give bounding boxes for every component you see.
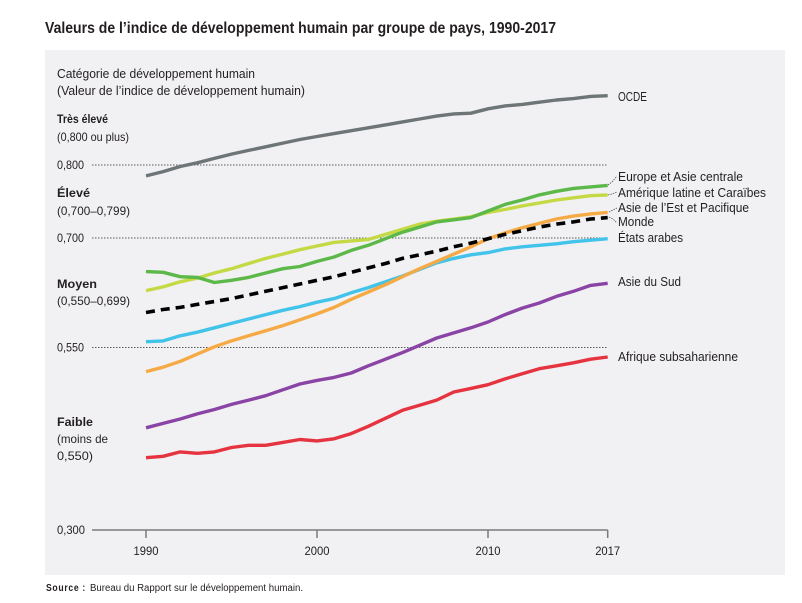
chart-panel-background [45,50,785,575]
x-tick-label: 2010 [476,544,501,558]
leader-line-europe [607,175,618,186]
series-line-asie-de-l-est-et-pacifique [145,210,608,374]
leader-line-world [608,216,618,224]
leader-line-east-asia [608,207,618,213]
category-low-range-line-1: (moins de [57,432,108,446]
y-tick-label: 0,300 [57,523,85,537]
category-medium-range: (0,550–0,699) [57,294,130,308]
y-axis-header-line-1: Catégorie de développement humain [57,67,255,81]
category-low: Faible [57,415,93,429]
legend-label-europe-central-asia: Europe et Asie centrale [618,170,743,184]
x-ticks: 1990 2000 2010 2017 [134,530,620,558]
legend-label-oecd: OCDE [618,90,647,104]
category-high-range: (0,700–0,799) [57,204,130,218]
series-line-afrique-subsaharienne [145,355,608,460]
chart-title: Valeurs de l’indice de développement hum… [45,20,556,37]
category-low-range-line-2: 0,550) [57,449,93,463]
series-line-amerique-latine-et-caraibes [145,193,608,293]
legend-label-latin-america-caribbean: Amérique latine et Caraïbes [618,186,766,200]
leader-line-latin-america [607,191,618,196]
source-text: Bureau du Rapport sur le développement h… [90,583,303,594]
y-tick-label: 0,800 [57,158,84,172]
series-line-ocde [145,94,608,178]
legend-label-arab-states: États arabes [618,230,683,245]
series-line-europe-et-asie-centrale [145,183,608,285]
category-very-high: Très élevé [57,112,108,126]
legend-label-world: Monde [618,215,654,229]
series-line-etats-arabes [145,237,608,344]
y-tick-label: 0,700 [57,231,84,245]
label-leader-lines [607,175,618,224]
y-tick-labels: 0,800 0,700 0,550 0,300 [57,158,85,537]
legend-label-south-asia: Asie du Sud [618,275,681,289]
legend-labels: OCDE Europe et Asie centrale Amérique la… [618,90,766,364]
series-lines [145,94,608,460]
x-tick-label: 2000 [305,544,330,558]
x-tick-label: 2017 [595,544,620,558]
series-line-asie-du-sud [145,281,608,430]
category-very-high-range: (0,800 ou plus) [57,130,129,144]
series-line-monde [145,215,608,315]
x-tick-label: 1990 [134,544,159,558]
category-medium: Moyen [57,277,97,291]
source-label: Source : [46,583,86,594]
y-gridlines [92,164,608,531]
category-high: Élevé [57,185,90,200]
legend-label-sub-saharan-africa: Afrique subsaharienne [618,350,738,364]
y-axis-header-line-2: (Valeur de l’indice de développement hum… [57,84,305,98]
y-tick-label: 0,550 [57,341,84,355]
legend-label-east-asia-pacific: Asie de l’Est et Pacifique [618,201,749,215]
